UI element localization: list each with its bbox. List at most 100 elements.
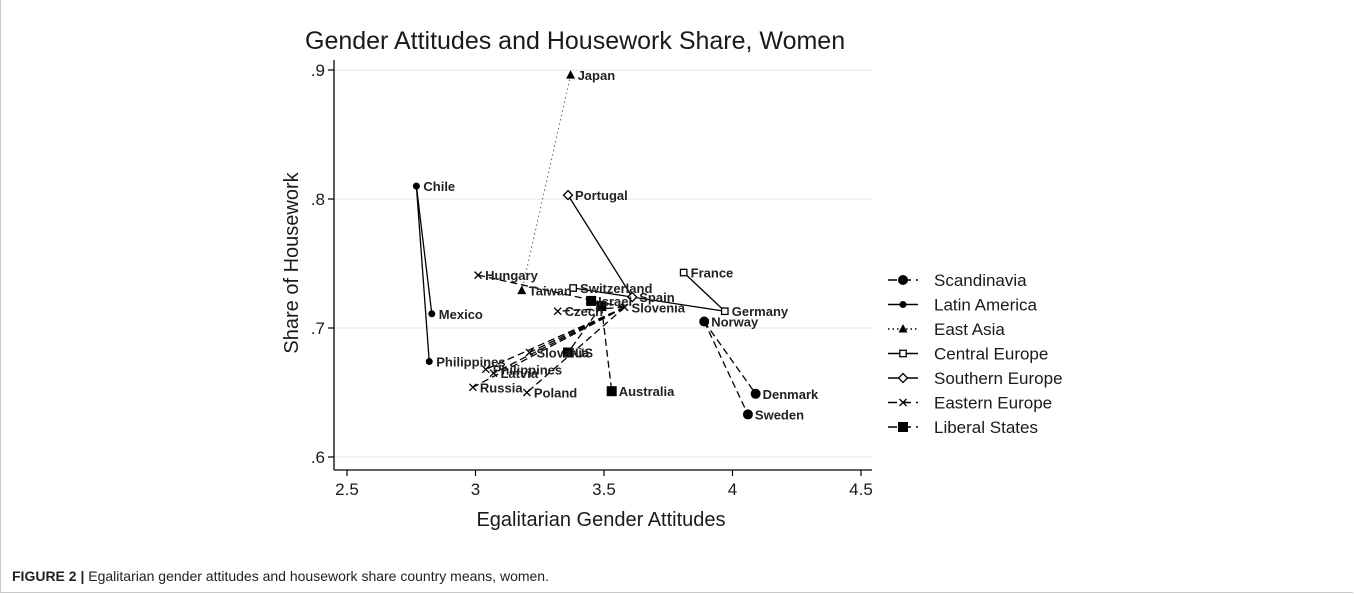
series-connector bbox=[521, 75, 572, 291]
x-tick-label: 4 bbox=[728, 480, 737, 499]
x-tick-label: 2.5 bbox=[335, 480, 359, 499]
legend-marker bbox=[898, 275, 908, 285]
point-label: France bbox=[691, 266, 734, 281]
point-label: Mexico bbox=[439, 307, 483, 322]
data-point bbox=[679, 268, 688, 277]
legend-label: East Asia bbox=[934, 320, 1005, 339]
data-point bbox=[425, 358, 433, 366]
point-labels: Norway Denmark Sweden Chile Mexico Philippine… bbox=[423, 68, 819, 422]
point-label: Latvia bbox=[500, 366, 538, 381]
data-point bbox=[569, 284, 578, 292]
point-label: Sweden bbox=[755, 407, 804, 422]
point-label: Russia bbox=[480, 380, 523, 395]
point-label: Germany bbox=[732, 304, 789, 319]
data-point bbox=[596, 301, 607, 312]
point-label: Israel bbox=[598, 294, 632, 309]
legend: Scandinavia Latin America East Asia Central… bbox=[888, 271, 1063, 437]
data-point bbox=[428, 310, 436, 318]
data-markers bbox=[412, 70, 761, 420]
chart-title: Gender Attitudes and Housework Share, Wo… bbox=[305, 27, 845, 55]
point-label: Hungary bbox=[485, 268, 539, 283]
series-lines bbox=[415, 75, 757, 415]
legend-marker bbox=[898, 422, 908, 432]
series-connector bbox=[485, 306, 625, 370]
caption-label: FIGURE 2 | bbox=[12, 568, 85, 584]
axes: 2.5 3 3.5 4 4.5 .6 .7 .8 .9 bbox=[311, 60, 873, 499]
x-tick-label: 3 bbox=[471, 480, 480, 499]
caption-text: Egalitarian gender attitudes and housewo… bbox=[84, 568, 549, 584]
data-point bbox=[481, 365, 490, 374]
series-connector bbox=[703, 321, 749, 415]
series-connector bbox=[415, 186, 430, 362]
point-label: Spain bbox=[639, 290, 674, 305]
data-point bbox=[522, 388, 531, 397]
series-connector bbox=[600, 305, 613, 392]
gridlines bbox=[334, 69, 872, 458]
data-point bbox=[562, 189, 574, 201]
legend-marker bbox=[899, 349, 907, 358]
point-label: Philippines bbox=[493, 362, 562, 377]
legend-item: Southern Europe bbox=[888, 369, 1063, 388]
data-point bbox=[566, 70, 576, 79]
y-tick-label: .9 bbox=[311, 61, 325, 80]
point-label: Norway bbox=[711, 315, 759, 330]
figure-caption: FIGURE 2 | Egalitarian gender attitudes … bbox=[12, 568, 549, 584]
data-point bbox=[620, 303, 629, 312]
data-point bbox=[474, 271, 483, 280]
data-point bbox=[750, 388, 761, 399]
x-tick-label: 3.5 bbox=[592, 480, 616, 499]
legend-item: East Asia bbox=[888, 320, 1005, 339]
legend-label: Central Europe bbox=[934, 345, 1048, 364]
point-label: US bbox=[575, 346, 593, 361]
data-point bbox=[412, 182, 420, 190]
data-point bbox=[525, 348, 534, 357]
series-connector bbox=[415, 186, 433, 314]
legend-label: Liberal States bbox=[934, 418, 1038, 437]
x-tick-label: 4.5 bbox=[849, 480, 873, 499]
point-label: Switzerland bbox=[580, 281, 652, 296]
scatter-chart: Gender Attitudes and Housework Share, Wo… bbox=[281, 27, 1063, 531]
point-label: Philippines bbox=[436, 355, 505, 370]
point-label: Denmark bbox=[763, 387, 819, 402]
series-connector bbox=[573, 287, 725, 312]
point-label: Taiwan bbox=[529, 284, 572, 299]
legend-item: Central Europe bbox=[888, 345, 1048, 364]
data-point bbox=[563, 347, 574, 358]
data-point bbox=[742, 409, 753, 420]
legend-label: Latin America bbox=[934, 296, 1038, 315]
legend-item: Liberal States bbox=[888, 418, 1038, 437]
legend-marker bbox=[897, 372, 909, 384]
data-point bbox=[626, 291, 638, 303]
series-connector bbox=[683, 272, 726, 312]
legend-marker bbox=[899, 398, 907, 407]
legend-label: Eastern Europe bbox=[934, 394, 1052, 413]
data-point bbox=[606, 386, 617, 397]
point-label: Slovenia bbox=[632, 300, 686, 315]
series-connector bbox=[567, 305, 602, 353]
data-point bbox=[468, 383, 477, 392]
legend-label: Scandinavia bbox=[934, 271, 1027, 290]
y-tick-label: .7 bbox=[311, 319, 325, 338]
x-axis-label: Egalitarian Gender Attitudes bbox=[476, 509, 725, 531]
legend-marker bbox=[899, 301, 907, 308]
data-point bbox=[586, 295, 597, 306]
legend-label: Southern Europe bbox=[934, 369, 1063, 388]
y-axis-label: Share of Housework bbox=[281, 171, 303, 353]
legend-marker bbox=[898, 324, 908, 333]
data-point bbox=[517, 285, 527, 295]
point-label: Poland bbox=[534, 386, 577, 401]
legend-item: Eastern Europe bbox=[888, 394, 1052, 413]
point-label: Slovakia bbox=[536, 346, 590, 361]
y-tick-label: .8 bbox=[311, 190, 325, 209]
legend-item: Latin America bbox=[888, 296, 1038, 315]
legend-item: Scandinavia bbox=[888, 271, 1027, 290]
point-label: Japan bbox=[578, 68, 616, 83]
data-point bbox=[489, 369, 498, 378]
data-point bbox=[720, 307, 729, 316]
point-label: Portugal bbox=[575, 188, 628, 203]
series-connector bbox=[472, 306, 625, 388]
point-label: Australia bbox=[619, 384, 675, 399]
point-label: Chile bbox=[423, 179, 455, 194]
point-label: Czech bbox=[565, 304, 603, 319]
